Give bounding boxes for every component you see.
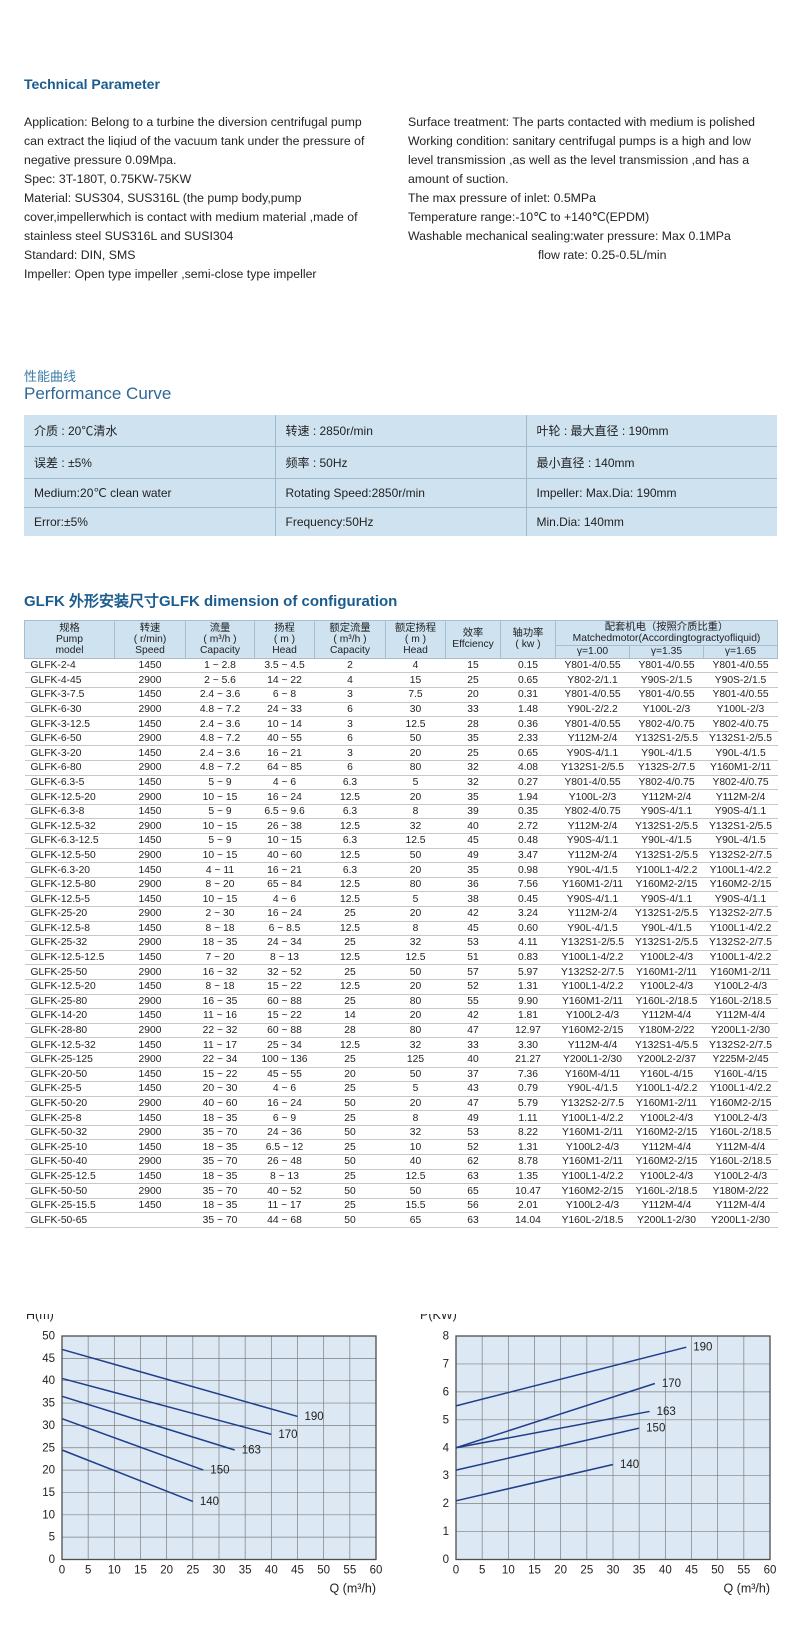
svg-text:4: 4 xyxy=(443,1442,450,1454)
svg-text:50: 50 xyxy=(711,1565,724,1577)
svg-text:30: 30 xyxy=(42,1420,55,1432)
svg-text:0: 0 xyxy=(453,1565,459,1577)
svg-text:25: 25 xyxy=(42,1442,55,1454)
svg-text:55: 55 xyxy=(737,1565,750,1577)
svg-text:15: 15 xyxy=(528,1565,541,1577)
svg-text:60: 60 xyxy=(370,1565,383,1577)
svg-text:190: 190 xyxy=(305,1411,324,1423)
svg-text:Q (m³/h): Q (m³/h) xyxy=(723,1582,770,1596)
svg-text:45: 45 xyxy=(42,1353,55,1365)
svg-text:20: 20 xyxy=(554,1565,567,1577)
svg-text:0: 0 xyxy=(49,1554,55,1566)
svg-text:150: 150 xyxy=(646,1423,665,1435)
svg-text:0: 0 xyxy=(59,1565,65,1577)
svg-text:Q (m³/h): Q (m³/h) xyxy=(329,1582,376,1596)
svg-text:25: 25 xyxy=(580,1565,593,1577)
svg-text:20: 20 xyxy=(160,1565,173,1577)
svg-text:H(m): H(m) xyxy=(26,1314,54,1322)
svg-text:55: 55 xyxy=(343,1565,356,1577)
svg-text:45: 45 xyxy=(291,1565,304,1577)
svg-text:40: 40 xyxy=(42,1375,55,1387)
svg-text:150: 150 xyxy=(210,1465,229,1477)
svg-text:6: 6 xyxy=(443,1386,449,1398)
svg-text:3: 3 xyxy=(443,1470,449,1482)
svg-text:40: 40 xyxy=(659,1565,672,1577)
svg-text:P(KW): P(KW) xyxy=(420,1314,457,1322)
svg-text:15: 15 xyxy=(42,1487,55,1499)
svg-text:140: 140 xyxy=(200,1496,219,1508)
svg-text:10: 10 xyxy=(108,1565,121,1577)
svg-text:163: 163 xyxy=(242,1444,261,1456)
svg-text:5: 5 xyxy=(49,1532,55,1544)
svg-text:50: 50 xyxy=(42,1331,55,1343)
svg-text:7: 7 xyxy=(443,1358,449,1370)
svg-text:8: 8 xyxy=(443,1331,449,1343)
svg-text:1: 1 xyxy=(443,1526,449,1538)
svg-text:30: 30 xyxy=(607,1565,620,1577)
svg-text:5: 5 xyxy=(85,1565,91,1577)
svg-text:170: 170 xyxy=(662,1378,681,1390)
svg-text:10: 10 xyxy=(502,1565,515,1577)
svg-text:2: 2 xyxy=(443,1498,449,1510)
svg-text:45: 45 xyxy=(685,1565,698,1577)
svg-text:140: 140 xyxy=(620,1459,639,1471)
svg-text:15: 15 xyxy=(134,1565,147,1577)
svg-text:20: 20 xyxy=(42,1465,55,1477)
svg-text:5: 5 xyxy=(479,1565,485,1577)
svg-text:60: 60 xyxy=(764,1565,777,1577)
svg-text:5: 5 xyxy=(443,1414,449,1426)
svg-text:10: 10 xyxy=(42,1509,55,1521)
svg-text:163: 163 xyxy=(657,1406,676,1418)
svg-text:35: 35 xyxy=(239,1565,252,1577)
svg-text:35: 35 xyxy=(633,1565,646,1577)
svg-text:170: 170 xyxy=(278,1429,297,1441)
svg-text:35: 35 xyxy=(42,1398,55,1410)
svg-text:50: 50 xyxy=(317,1565,330,1577)
svg-text:25: 25 xyxy=(186,1565,199,1577)
svg-text:190: 190 xyxy=(693,1342,712,1354)
svg-text:0: 0 xyxy=(443,1554,449,1566)
svg-text:30: 30 xyxy=(213,1565,226,1577)
svg-text:40: 40 xyxy=(265,1565,278,1577)
